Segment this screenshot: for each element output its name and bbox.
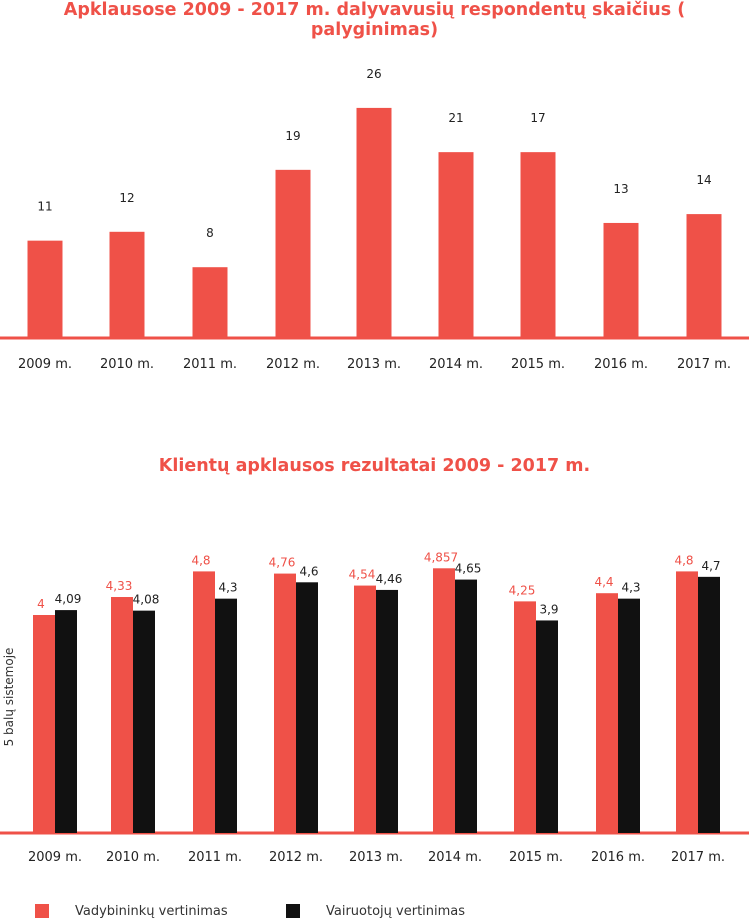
x-tick-label-respondents-2: 2011 m. (183, 357, 237, 372)
x-tick-label-respondents-4: 2013 m. (347, 357, 401, 372)
x-tick-label-respondents-5: 2014 m. (429, 357, 483, 372)
x-tick-label-respondents-3: 2012 m. (266, 357, 320, 372)
bar-managers-7 (596, 593, 618, 833)
legend-swatch-managers (35, 904, 49, 918)
x-tick-label-survey-4: 2013 m. (349, 850, 403, 865)
bar-respondents-6 (520, 152, 556, 338)
bar-managers-4 (354, 585, 376, 833)
bar-respondents-8 (686, 214, 722, 338)
respondents-bar-chart: 11 2009 m. 12 2010 m. 8 2011 m. 19 2012 m. 26 201… (0, 67, 749, 372)
data-label-drivers-1: 4,08 (133, 593, 160, 607)
x-tick-label-survey-2: 2011 m. (188, 850, 242, 865)
legend-item-drivers: Vairuotojų vertinimas (286, 900, 465, 922)
x-tick-label-respondents-8: 2017 m. (677, 357, 731, 372)
data-label-respondents-5: 21 (448, 111, 463, 125)
bar-respondents-2 (192, 267, 228, 338)
x-tick-label-survey-1: 2010 m. (106, 850, 160, 865)
survey-results-bar-chart: 5 balų sistemoje 4 4,09 2009 m. 4,334,08 2010… (0, 550, 749, 865)
data-label-respondents-0: 11 (37, 200, 52, 214)
x-tick-label-respondents-1: 2010 m. (100, 357, 154, 372)
chart-title-survey-results: Klientų apklausos rezultatai 2009 - 2017… (158, 456, 591, 476)
bar-respondents-7 (603, 222, 639, 338)
bar-drivers-2 (215, 598, 237, 833)
x-tick-label-survey-3: 2012 m. (269, 850, 323, 865)
data-label-respondents-4: 26 (366, 67, 381, 81)
x-tick-label-survey-7: 2016 m. (591, 850, 645, 865)
y-axis-label: 5 balų sistemoje (2, 648, 16, 747)
bar-managers-6 (514, 601, 536, 833)
data-label-drivers-0: 4,09 (55, 592, 82, 606)
data-label-respondents-8: 14 (696, 173, 711, 187)
bar-managers-3 (274, 573, 296, 833)
x-tick-label-survey-5: 2014 m. (428, 850, 482, 865)
x-tick-label-respondents-6: 2015 m. (511, 357, 565, 372)
x-tick-label-survey-8: 2017 m. (671, 850, 725, 865)
bar-drivers-4 (376, 589, 398, 833)
legend-swatch-drivers (286, 904, 300, 918)
data-label-drivers-6: 3,9 (539, 602, 558, 616)
data-label-managers-2: 4,8 (191, 553, 210, 567)
data-label-respondents-2: 8 (206, 226, 214, 240)
data-label-managers-8: 4,8 (674, 553, 693, 567)
data-label-managers-1: 4,33 (106, 579, 133, 593)
bar-managers-5 (433, 568, 455, 833)
bar-drivers-8 (698, 576, 720, 833)
data-label-drivers-7: 4,3 (621, 581, 640, 595)
data-label-drivers-2: 4,3 (218, 581, 237, 595)
bar-managers-8 (676, 571, 698, 833)
data-label-managers-0: 4 (37, 597, 45, 611)
bar-drivers-3 (296, 582, 318, 833)
bar-drivers-5 (455, 579, 477, 833)
bar-drivers-1 (133, 610, 155, 833)
bar-managers-2 (193, 571, 215, 833)
data-label-managers-6: 4,25 (509, 583, 536, 597)
legend-label-managers: Vadybininkų vertinimas (75, 903, 228, 919)
bar-respondents-4 (356, 107, 392, 339)
bar-respondents-1 (109, 231, 145, 338)
bar-respondents-5 (438, 152, 474, 338)
data-label-drivers-3: 4,6 (299, 564, 318, 578)
data-label-managers-3: 4,76 (269, 556, 296, 570)
x-tick-label-survey-6: 2015 m. (509, 850, 563, 865)
bar-managers-0 (33, 615, 55, 833)
bar-respondents-0 (27, 240, 63, 338)
data-label-respondents-1: 12 (119, 191, 134, 205)
bar-drivers-7 (618, 598, 640, 833)
data-label-drivers-8: 4,7 (701, 559, 720, 573)
data-label-managers-5: 4,857 (424, 550, 458, 564)
data-label-respondents-3: 19 (285, 129, 300, 143)
chart-title-respondents: Apklausose 2009 - 2017 m. dalyvavusių re… (63, 0, 686, 40)
x-tick-label-respondents-7: 2016 m. (594, 357, 648, 372)
legend-label-drivers: Vairuotojų vertinimas (326, 903, 466, 919)
data-label-managers-7: 4,4 (594, 575, 613, 589)
x-tick-label-respondents-0: 2009 m. (18, 357, 72, 372)
bar-drivers-0 (55, 610, 77, 833)
bar-respondents-3 (275, 169, 311, 338)
x-tick-label-survey-0: 2009 m. (28, 850, 82, 865)
data-label-respondents-7: 13 (613, 182, 628, 196)
legend-item-managers: Vadybininkų vertinimas (35, 900, 228, 922)
data-label-respondents-6: 17 (530, 111, 545, 125)
bar-managers-1 (111, 597, 133, 833)
data-label-drivers-4: 4,46 (376, 572, 403, 586)
data-label-managers-4: 4,54 (349, 568, 376, 582)
data-label-drivers-5: 4,65 (455, 562, 482, 576)
bar-drivers-6 (536, 620, 558, 833)
